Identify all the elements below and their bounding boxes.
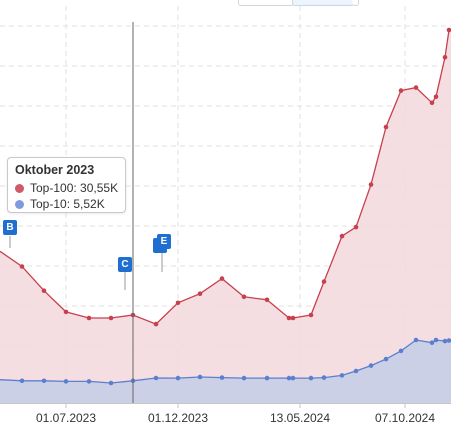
x-tick-label-3: 07.10.2024	[375, 411, 435, 425]
top100-legend-dot	[15, 183, 24, 193]
top-100-point-19	[368, 182, 374, 187]
top-100-point-26	[446, 27, 451, 33]
top-10-point-22	[413, 337, 419, 343]
top-100-point-22	[413, 85, 419, 90]
top-10-point-23	[429, 340, 435, 346]
top-100-point-11	[241, 294, 247, 300]
tooltip-title: Oktober 2023	[15, 163, 95, 177]
top10-legend-dot	[15, 199, 24, 209]
top-10-point-21	[398, 348, 404, 354]
top-100-point-9	[197, 291, 203, 297]
top-10-point-25	[442, 338, 448, 344]
top-100-area	[0, 30, 451, 403]
top-100-point-17	[339, 233, 345, 239]
top-10-point-5	[108, 380, 114, 386]
top-10-point-15	[308, 375, 314, 381]
top-10-point-24	[433, 337, 439, 343]
top-10-point-18	[353, 368, 359, 374]
top-100-point-23	[429, 100, 435, 106]
top-10-point-16	[321, 375, 327, 380]
series-points	[19, 27, 451, 386]
top-100-point-12	[264, 297, 270, 303]
top-10-area	[0, 340, 451, 403]
top-10-point-26	[446, 338, 451, 343]
top-10-point-10	[219, 375, 225, 380]
range-tab[interactable]	[352, 0, 359, 6]
x-tick-label-0: 01.07.2023	[36, 411, 96, 425]
top-100-point-5	[108, 315, 114, 321]
top-100-point-4	[86, 315, 92, 321]
tooltip-row-top10: Top-10: 5,52K	[15, 196, 118, 212]
top-100-point-2	[41, 288, 47, 294]
top-10-point-12	[264, 375, 270, 381]
top-10-point-11	[241, 375, 247, 381]
top-tab-strip	[0, 0, 451, 6]
annotation-flag-c[interactable]: C	[118, 257, 132, 272]
top-100-point-7	[153, 321, 159, 327]
x-tick-label-1: 01.12.2023	[148, 411, 208, 425]
top-100-point-3	[63, 309, 69, 315]
top-100-point-13	[286, 315, 292, 321]
top-10-point-3	[63, 379, 69, 384]
top-100-point-14	[290, 315, 296, 321]
top-10-point-4	[86, 379, 92, 384]
top-10-point-8	[175, 375, 181, 381]
series-areas	[0, 30, 451, 403]
top-10-point-19	[368, 363, 374, 368]
top-10-point-9	[197, 374, 203, 380]
top-100-point-18	[353, 224, 359, 230]
top-100-point-25	[442, 55, 448, 60]
annotation-flag-e[interactable]: E	[157, 234, 171, 249]
top-10-point-17	[339, 373, 345, 378]
top-100-point-1	[19, 264, 25, 269]
top-100-point-24	[433, 94, 439, 99]
tooltip-top100-value: Top-100: 30,55K	[30, 181, 119, 195]
top-10-point-2	[41, 378, 47, 384]
top-100-point-21	[398, 88, 404, 93]
tooltip-row-top100: Top-100: 30,55K	[15, 180, 118, 196]
top-10-point-13	[286, 375, 292, 381]
top-100-point-15	[308, 312, 314, 318]
top-100-point-20	[383, 124, 389, 130]
x-tick-label-2: 13.05.2024	[270, 411, 330, 425]
top-100-point-16	[321, 279, 327, 284]
top-100-point-8	[175, 300, 181, 306]
annotation-flag-b[interactable]: B	[3, 220, 17, 235]
top-10-point-14	[290, 375, 296, 381]
tooltip-top10-value: Top-10: 5,52K	[30, 197, 105, 211]
top-10-point-20	[383, 356, 389, 362]
chart-tooltip: Oktober 2023 Top-100: 30,55K Top-10: 5,5…	[7, 157, 126, 213]
top-10-point-1	[19, 378, 25, 384]
x-axis: 01.07.2023 01.12.2023 13.05.2024 07.10.2024	[9, 236, 435, 425]
top-100-point-10	[219, 276, 225, 281]
top-10-point-7	[153, 375, 159, 381]
